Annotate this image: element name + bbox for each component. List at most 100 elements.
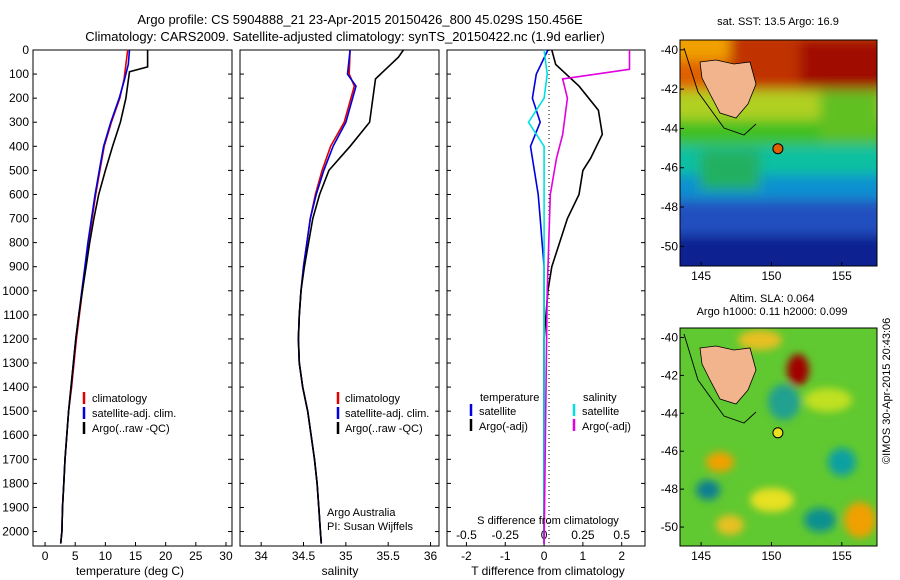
series-line-argo-adj- — [543, 50, 631, 544]
difference-panel: -2 -1 0 1 2-0.5 -0.25 0 0.25 0.5 T difference fr… — [446, 49, 646, 578]
legend-argo-label: Argo(..raw -QC) — [345, 423, 423, 435]
legend-satellite-label: satellite-adj. clim. — [345, 408, 429, 420]
salinity-axes-box — [239, 49, 440, 547]
salinity-xlabel: salinity — [322, 564, 359, 578]
temperature-axes-box — [32, 49, 233, 547]
map-y-tick-label: -46 — [661, 161, 679, 175]
map-y-tick-label: -42 — [661, 82, 679, 96]
y-tick-label: 0 — [22, 43, 29, 57]
sla-map: Altim. SLA: 0.064 Argo h1000: 0.11 h2000… — [661, 293, 878, 563]
x-tick-label: 35 — [339, 549, 353, 563]
sla-map-title: Altim. SLA: 0.064 — [730, 293, 815, 305]
salinity-panel: 34 34.5 35 35.5 36 salinity climatology sate… — [239, 49, 440, 578]
series-line-argo-raw-qc- — [59, 50, 149, 544]
x-tick-label: 0 — [42, 549, 49, 563]
top-x-tick-label: 0.5 — [613, 528, 630, 542]
y-tick-label: 600 — [9, 187, 29, 201]
temperature-ticks: 0 5 10 15 20 25 300100200300400500600700800900… — [2, 43, 233, 563]
x-tick-label: 25 — [189, 549, 203, 563]
map-y-tick-label: -48 — [661, 200, 679, 214]
legend-climatology-label: climatology — [92, 393, 148, 405]
temperature-legend: climatology satellite-adj. clim. Argo(..… — [82, 392, 176, 435]
argo-position-marker — [772, 143, 784, 155]
legend-temperature-heading: temperature — [480, 392, 539, 404]
legend-s-satellite-label: satellite — [582, 406, 619, 418]
argo-position-marker — [772, 427, 784, 439]
top-x-tick-label: -0.5 — [456, 528, 477, 542]
legend-argo-label: Argo(..raw -QC) — [92, 423, 170, 435]
y-tick-label: 1700 — [2, 452, 29, 466]
y-tick-label: 200 — [9, 91, 29, 105]
y-tick-label: 900 — [9, 260, 29, 274]
difference-lines — [527, 49, 631, 544]
x-tick-label: 34 — [254, 549, 268, 563]
map-y-tick-label: -44 — [661, 406, 679, 420]
x-tick-label: 1 — [580, 549, 587, 563]
map-x-tick-label: 155 — [832, 549, 852, 563]
legend-salinity-heading: salinity — [583, 392, 617, 404]
map-y-tick-label: -50 — [661, 520, 679, 534]
y-tick-label: 1100 — [3, 308, 29, 322]
x-tick-label: 34.5 — [292, 549, 316, 563]
figure-title-line1: Argo profile: CS 5904888_21 23-Apr-2015 … — [137, 12, 583, 27]
map-x-tick-label: 150 — [761, 549, 781, 563]
y-tick-label: 1600 — [2, 428, 29, 442]
y-tick-label: 100 — [9, 67, 29, 81]
legend-t-satellite-label: satellite — [479, 406, 516, 418]
y-tick-label: 700 — [9, 212, 29, 226]
x-tick-label: 30 — [219, 549, 233, 563]
y-tick-label: 400 — [9, 139, 29, 153]
map-x-tick-label: 155 — [832, 269, 852, 283]
x-tick-label: 0 — [541, 549, 548, 563]
pi-text: PI: Susan Wijffels — [327, 521, 413, 533]
sla-map-ticks: 145 150 155 -40 -42 -44 -46 -48 -50 — [661, 330, 852, 563]
credit-text: Argo Australia — [327, 507, 396, 519]
series-line-satellite — [527, 49, 549, 544]
sst-map: sat. SST: 13.5 Argo: 16.9 145 150 155-40-4 — [661, 16, 878, 283]
difference-xlabel: T difference from climatology — [471, 564, 625, 578]
map-x-tick-label: 145 — [691, 269, 711, 283]
x-tick-label: 15 — [129, 549, 143, 563]
series-line-climatology — [59, 49, 129, 544]
temperature-xlabel: temperature (deg C) — [76, 564, 184, 578]
sst-map-ticks: 145 150 155 -40 -42 -44 -46 -48 -50 — [661, 43, 852, 283]
y-tick-label: 1400 — [2, 380, 29, 394]
x-tick-label: -2 — [461, 549, 472, 563]
y-tick-label: 500 — [9, 163, 29, 177]
x-tick-label: 5 — [72, 549, 79, 563]
sst-map-title: sat. SST: 13.5 Argo: 16.9 — [717, 16, 839, 28]
map-x-tick-label: 145 — [691, 549, 711, 563]
map-y-tick-label: -48 — [661, 482, 679, 496]
map-y-tick-label: -46 — [661, 444, 679, 458]
top-x-tick-label: 0.25 — [571, 528, 595, 542]
legend-s-argo-label: Argo(-adj) — [582, 421, 631, 433]
x-tick-label: -1 — [500, 549, 511, 563]
x-tick-label: 20 — [159, 549, 173, 563]
map-y-tick-label: -50 — [661, 239, 679, 253]
y-tick-label: 1300 — [2, 356, 29, 370]
map-y-tick-label: -40 — [661, 43, 679, 57]
y-tick-label: 1900 — [2, 500, 29, 514]
series-line-argo-adj- — [543, 49, 604, 544]
salinity-ticks: 34 34.5 35 35.5 36 — [240, 49, 439, 563]
y-tick-label: 1500 — [2, 404, 29, 418]
map-y-tick-label: -44 — [661, 121, 679, 135]
y-tick-label: 1800 — [2, 476, 29, 490]
series-line-climatology — [297, 49, 356, 544]
sla-map-subtitle: Argo h1000: 0.11 h2000: 0.099 — [697, 306, 848, 318]
timestamp-stamp: ©IMOS 30-Apr-2015 20:43:06 — [881, 318, 893, 464]
map-y-tick-label: -42 — [661, 368, 679, 382]
series-line-satellite-adj-clim- — [297, 49, 357, 544]
series-line-argo-raw-qc- — [297, 49, 405, 544]
legend-climatology-label: climatology — [345, 393, 401, 405]
temperature-lines — [59, 49, 149, 544]
top-x-tick-label: -0.25 — [492, 528, 520, 542]
map-x-tick-label: 150 — [761, 269, 781, 283]
salinity-legend: climatology satellite-adj. clim. Argo(..… — [336, 392, 429, 435]
salinity-lines — [297, 49, 405, 544]
legend-satellite-label: satellite-adj. clim. — [92, 408, 176, 420]
x-tick-label: 10 — [99, 549, 113, 563]
difference-axes-box — [446, 49, 646, 547]
s-difference-label: S difference from climatology — [477, 515, 619, 527]
